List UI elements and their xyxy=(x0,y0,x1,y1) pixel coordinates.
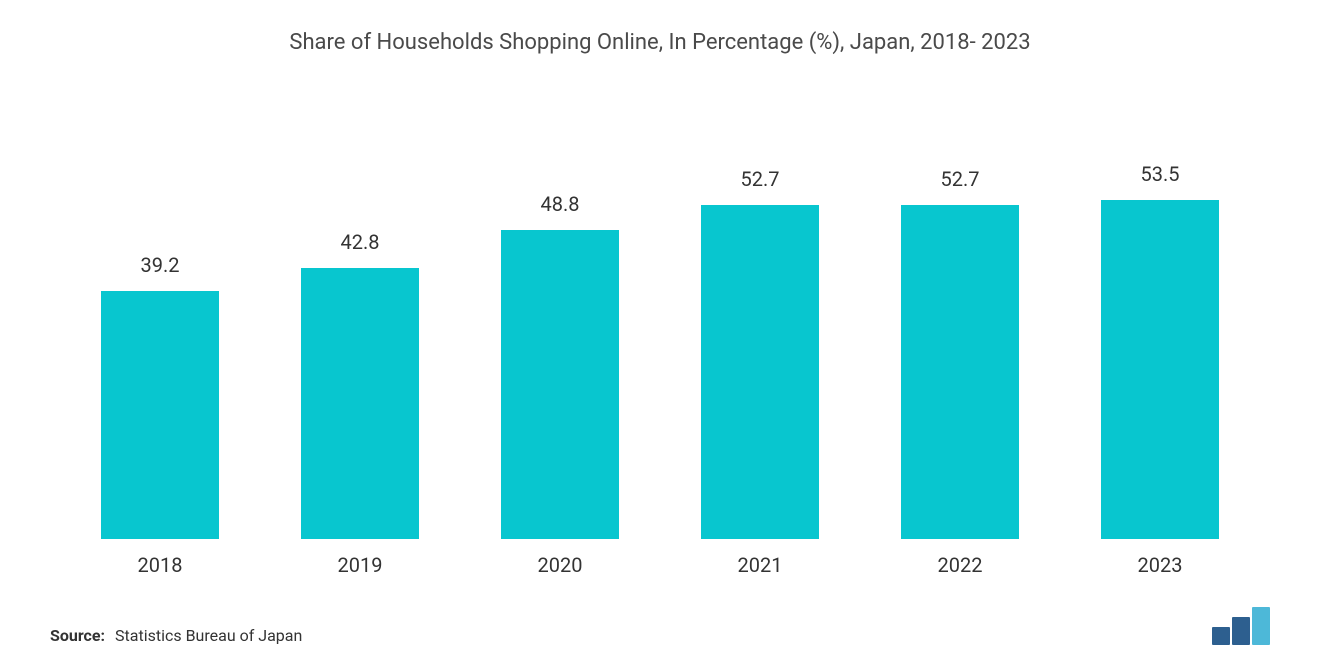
x-axis-tick: 2021 xyxy=(660,553,860,577)
source-citation: Source: Statistics Bureau of Japan xyxy=(50,626,302,645)
bar-value-label: 39.2 xyxy=(141,253,180,277)
x-axis-tick: 2018 xyxy=(60,553,260,577)
chart-title: Share of Households Shopping Online, In … xyxy=(50,30,1270,55)
source-text: Statistics Bureau of Japan xyxy=(115,626,302,645)
plot-area: 39.2 42.8 48.8 52.7 52.7 53.5 xyxy=(50,115,1270,539)
bar xyxy=(1101,200,1219,539)
bar-group: 42.8 xyxy=(260,115,460,539)
chart-footer: Source: Statistics Bureau of Japan xyxy=(50,577,1270,645)
brand-logo xyxy=(1212,607,1270,645)
logo-bar-icon xyxy=(1212,627,1230,645)
bar-value-label: 52.7 xyxy=(941,167,980,191)
bar-value-label: 52.7 xyxy=(741,167,780,191)
bar-group: 39.2 xyxy=(60,115,260,539)
bar-value-label: 48.8 xyxy=(541,192,580,216)
bar xyxy=(101,291,219,539)
x-axis-tick: 2023 xyxy=(1060,553,1260,577)
bar-group: 52.7 xyxy=(860,115,1060,539)
x-axis-tick: 2020 xyxy=(460,553,660,577)
bar xyxy=(701,205,819,539)
chart-container: Share of Households Shopping Online, In … xyxy=(0,0,1320,665)
logo-bar-icon xyxy=(1252,607,1270,645)
x-axis: 201820192020202120222023 xyxy=(50,539,1270,577)
bar-value-label: 53.5 xyxy=(1141,162,1180,186)
bar-value-label: 42.8 xyxy=(341,230,380,254)
logo-bar-icon xyxy=(1232,617,1250,645)
bar xyxy=(901,205,1019,539)
source-label: Source: xyxy=(50,626,105,645)
bar-group: 48.8 xyxy=(460,115,660,539)
x-axis-tick: 2022 xyxy=(860,553,1060,577)
bar xyxy=(501,230,619,539)
bar xyxy=(301,268,419,539)
bar-group: 53.5 xyxy=(1060,115,1260,539)
bar-group: 52.7 xyxy=(660,115,860,539)
x-axis-tick: 2019 xyxy=(260,553,460,577)
